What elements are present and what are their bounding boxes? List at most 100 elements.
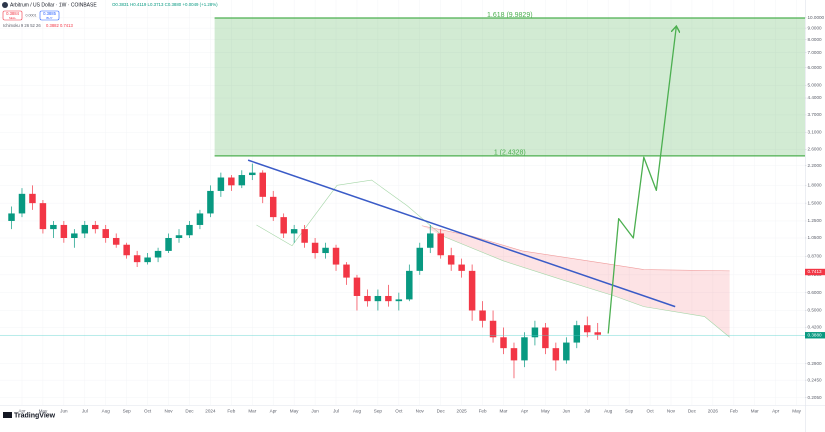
candle-body xyxy=(186,224,193,236)
projection-path xyxy=(607,27,676,334)
candle-body xyxy=(8,213,15,221)
y-tick-label: 0.2900 xyxy=(808,361,822,366)
y-tick-label: 1.5000 xyxy=(808,200,822,205)
x-tick-label: 2024 xyxy=(205,409,216,414)
x-tick-label: Jul xyxy=(333,409,339,414)
x-tick-label: Jul xyxy=(584,409,590,414)
x-tick-label: Dec xyxy=(437,409,446,414)
candle-body xyxy=(364,295,371,302)
x-tick-label: Sep xyxy=(374,409,383,414)
y-tick-label: 0.2050 xyxy=(808,395,822,400)
candle-body xyxy=(102,229,109,238)
candle-body xyxy=(217,177,225,191)
y-tick-label: 0.8700 xyxy=(808,254,822,259)
buy-price[interactable]: 0.3885 xyxy=(43,11,56,16)
candle-body xyxy=(301,229,308,243)
candle-body xyxy=(154,250,162,258)
price-label: 0.7413 xyxy=(808,269,822,274)
x-tick-label: Oct xyxy=(395,409,403,414)
candle-body xyxy=(322,247,329,254)
candle-body xyxy=(437,233,444,256)
candle-body xyxy=(39,203,47,230)
spread: 0.0001 xyxy=(26,13,37,17)
x-tick-label: Apr xyxy=(270,409,278,414)
x-tick-label: May xyxy=(792,409,801,414)
candle-body xyxy=(280,217,287,234)
buy-label[interactable]: BUY xyxy=(46,16,52,20)
buy-button[interactable] xyxy=(39,10,60,21)
y-tick-label: 8.0000 xyxy=(808,37,822,42)
candle-body xyxy=(426,233,434,248)
candle-body xyxy=(489,320,497,338)
x-tick-label: Oct xyxy=(646,409,654,414)
x-tick-label: Aug xyxy=(102,409,111,414)
candle-body xyxy=(133,255,141,263)
candle-body xyxy=(238,175,246,186)
symbol-icon xyxy=(2,2,8,8)
candle-body xyxy=(343,264,350,278)
candle-body xyxy=(269,196,277,218)
indicator-name: Ichimoku 9 26 52 26 xyxy=(3,23,41,28)
logo-text: TradingView xyxy=(14,412,56,419)
x-tick-label: Feb xyxy=(479,409,487,414)
candle-body xyxy=(458,264,465,271)
candle-body xyxy=(123,244,130,256)
candle-body xyxy=(406,270,413,300)
fib-zone xyxy=(214,17,805,156)
symbol-title: Arbitrum / US Dollar · 1W · COINBASE xyxy=(10,2,97,8)
y-tick-label: 0.4200 xyxy=(808,325,822,330)
price-label-box xyxy=(805,268,825,276)
y-tick-label: 0.2450 xyxy=(808,377,822,382)
axes: 10.0000 9.0000 8.0000 7.0000 6.0000 5.0000 4.4… xyxy=(18,15,825,414)
indicator-values: 0.3882 0.7413 xyxy=(46,23,73,28)
y-tick-label: 7.0000 xyxy=(808,50,822,55)
candle-body xyxy=(374,295,382,302)
candle-body xyxy=(196,213,204,225)
candle-body xyxy=(259,172,266,197)
y-tick-label: 9.0000 xyxy=(808,25,822,30)
trendline xyxy=(247,159,676,308)
x-tick-label: Mar xyxy=(751,409,759,414)
x-tick-label: Dec xyxy=(185,409,194,414)
candle-body xyxy=(60,224,68,238)
x-tick-label: Jun xyxy=(563,409,571,414)
x-tick-label: May xyxy=(290,409,299,414)
logo-icon xyxy=(3,412,12,418)
x-tick-label: Sep xyxy=(123,409,132,414)
candle-body xyxy=(573,325,581,343)
ohlc-values: O0.3831 H0.4119 L0.3713 C0.3880 +0.0049 … xyxy=(112,2,218,7)
sell-button[interactable] xyxy=(2,10,23,21)
x-tick-label: Nov xyxy=(416,409,425,414)
x-tick-label: May xyxy=(39,409,48,414)
x-tick-label: Jun xyxy=(60,409,68,414)
x-tick-label: May xyxy=(541,409,550,414)
candle-body xyxy=(175,235,183,238)
candle-body xyxy=(531,327,539,338)
candle-body xyxy=(207,190,214,214)
x-tick-label: Feb xyxy=(730,409,738,414)
candle-body xyxy=(521,337,528,361)
y-tick-label: 6.0000 xyxy=(808,65,822,70)
candle-body xyxy=(447,255,455,265)
candle-body xyxy=(311,242,319,254)
candle-body xyxy=(353,277,361,296)
sell-price[interactable]: 0.3884 xyxy=(6,11,19,16)
candle-body xyxy=(542,327,549,349)
x-tick-label: Sep xyxy=(625,409,634,414)
candle-body xyxy=(385,295,392,302)
fib-level-label: 1.618 (9.9829) xyxy=(487,12,533,19)
y-tick-label: 1.8000 xyxy=(808,183,822,188)
candle-body xyxy=(165,237,172,251)
price-label-box xyxy=(805,332,825,339)
cloud-fill xyxy=(421,225,730,338)
candle-body xyxy=(468,270,476,311)
candle-body xyxy=(395,299,403,302)
x-tick-label: 2025 xyxy=(457,409,468,414)
x-tick-label: Jul xyxy=(82,409,88,414)
candle-body xyxy=(510,348,518,361)
candle-body xyxy=(500,337,507,349)
candle-body xyxy=(594,332,601,335)
sell-label[interactable]: SELL xyxy=(9,16,17,20)
candle-body xyxy=(144,257,151,263)
